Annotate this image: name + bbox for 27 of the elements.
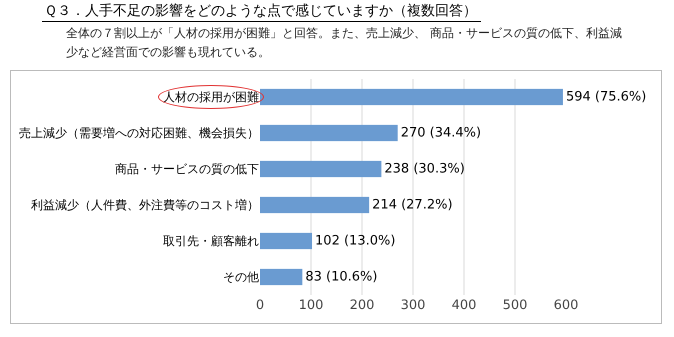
- y-tick-label: 売上減少（需要増への対応困難、機会損失）: [19, 126, 259, 140]
- bar: [260, 196, 370, 214]
- chart-subtitle: 全体の７割以上が「人材の採用が困難」と回答。また、売上減少、 商品・サービスの質の低下、利益減少など経営面での影響も現れている。: [66, 25, 623, 61]
- data-label: 270 (34.4%): [400, 126, 482, 140]
- y-tick-label: 利益減少（人件費、外注費等のコスト増）: [31, 198, 259, 212]
- data-label: 83 (10.6%): [305, 270, 378, 284]
- bar: [260, 160, 382, 178]
- bar: [260, 232, 312, 250]
- data-label: 102 (13.0%): [315, 234, 396, 248]
- data-label: 238 (30.3%): [384, 162, 465, 176]
- x-tick-label: 600: [554, 298, 578, 313]
- x-tick-label: 100: [298, 298, 324, 313]
- data-label: 594 (75.6%): [566, 90, 646, 104]
- x-tick-label: 400: [452, 298, 476, 313]
- y-tick-label: 人材の採用が困難: [163, 90, 259, 104]
- x-tick-label: 500: [502, 298, 528, 313]
- y-tick-label: 商品・サービスの質の低下: [115, 162, 259, 176]
- data-label: 214 (27.2%): [372, 198, 453, 212]
- x-tick-label: 0: [256, 298, 264, 313]
- y-tick-label: 取引先・顧客離れ: [163, 234, 259, 248]
- bar: [260, 124, 398, 142]
- chart-title: Ｑ３．人手不足の影響をどのような点で感じていますか（複数回答）: [42, 2, 481, 22]
- bar: [260, 268, 302, 286]
- y-tick-label: その他: [223, 270, 259, 284]
- x-tick-label: 300: [400, 298, 426, 313]
- x-tick-label: 200: [350, 298, 374, 313]
- bar: [260, 88, 563, 106]
